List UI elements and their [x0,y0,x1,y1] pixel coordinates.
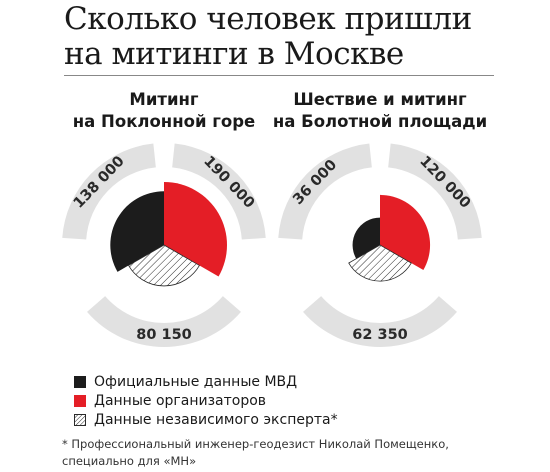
black-square-icon [74,375,86,388]
hatched-square-icon [74,413,86,426]
ring-segment-expert [303,296,457,347]
red-square-icon [74,394,86,407]
ring-segment-organizers [172,143,266,240]
value-label-expert: 80 150 [136,327,192,343]
chart-title-line-2: на Болотной площади [272,112,488,131]
chart-title-line-1: Митинг [129,90,199,109]
value-label-mvd: 138 000 [71,153,128,211]
legend: Официальные данные МВД Данные организато… [74,372,338,429]
value-label-organizers: 120 000 [416,153,473,211]
legend-label: Данные организаторов [94,392,267,409]
ring-segment-mvd [278,143,372,240]
sector-mvd [352,217,380,259]
title-line-1: Сколько человек пришли [64,1,472,37]
chart-bolotnaya: Шествие и митинг на Болотной площади 36 … [268,89,492,351]
page-title: Сколько человек пришли на митинги в Моск… [64,2,472,72]
footnote: * Профессиональный инженер-геодезист Ник… [62,436,532,470]
footnote-line-1: * Профессиональный инженер-геодезист Ник… [62,437,449,451]
legend-item-expert: Данные независимого эксперта* [74,410,338,429]
chart-poklonnaya: Митинг на Поклонной горе 138 000 190 000 8… [52,89,276,351]
legend-label: Данные независимого эксперта* [94,411,338,428]
value-label-expert: 62 350 [352,327,408,343]
sector-organizers [380,194,431,271]
sector-organizers [164,182,227,277]
ring-segment-organizers [388,143,482,240]
legend-label: Официальные данные МВД [94,373,298,390]
sector-expert [348,244,412,282]
title-divider [64,75,494,76]
ring-segment-expert [87,296,241,347]
legend-item-mvd: Официальные данные МВД [74,372,338,391]
chart-title: Шествие и митинг на Болотной площади [268,89,492,133]
sector-expert [128,244,200,287]
chart-title-line-2: на Поклонной горе [72,112,256,131]
chart-title: Митинг на Поклонной горе [52,89,276,133]
footnote-line-2: специально для «МН» [62,454,197,468]
legend-item-organizers: Данные организаторов [74,391,338,410]
sector-mvd [110,191,164,272]
ring-segment-mvd [62,143,156,240]
chart-title-line-1: Шествие и митинг [293,90,467,109]
title-line-2: на митинги в Москве [64,36,404,72]
